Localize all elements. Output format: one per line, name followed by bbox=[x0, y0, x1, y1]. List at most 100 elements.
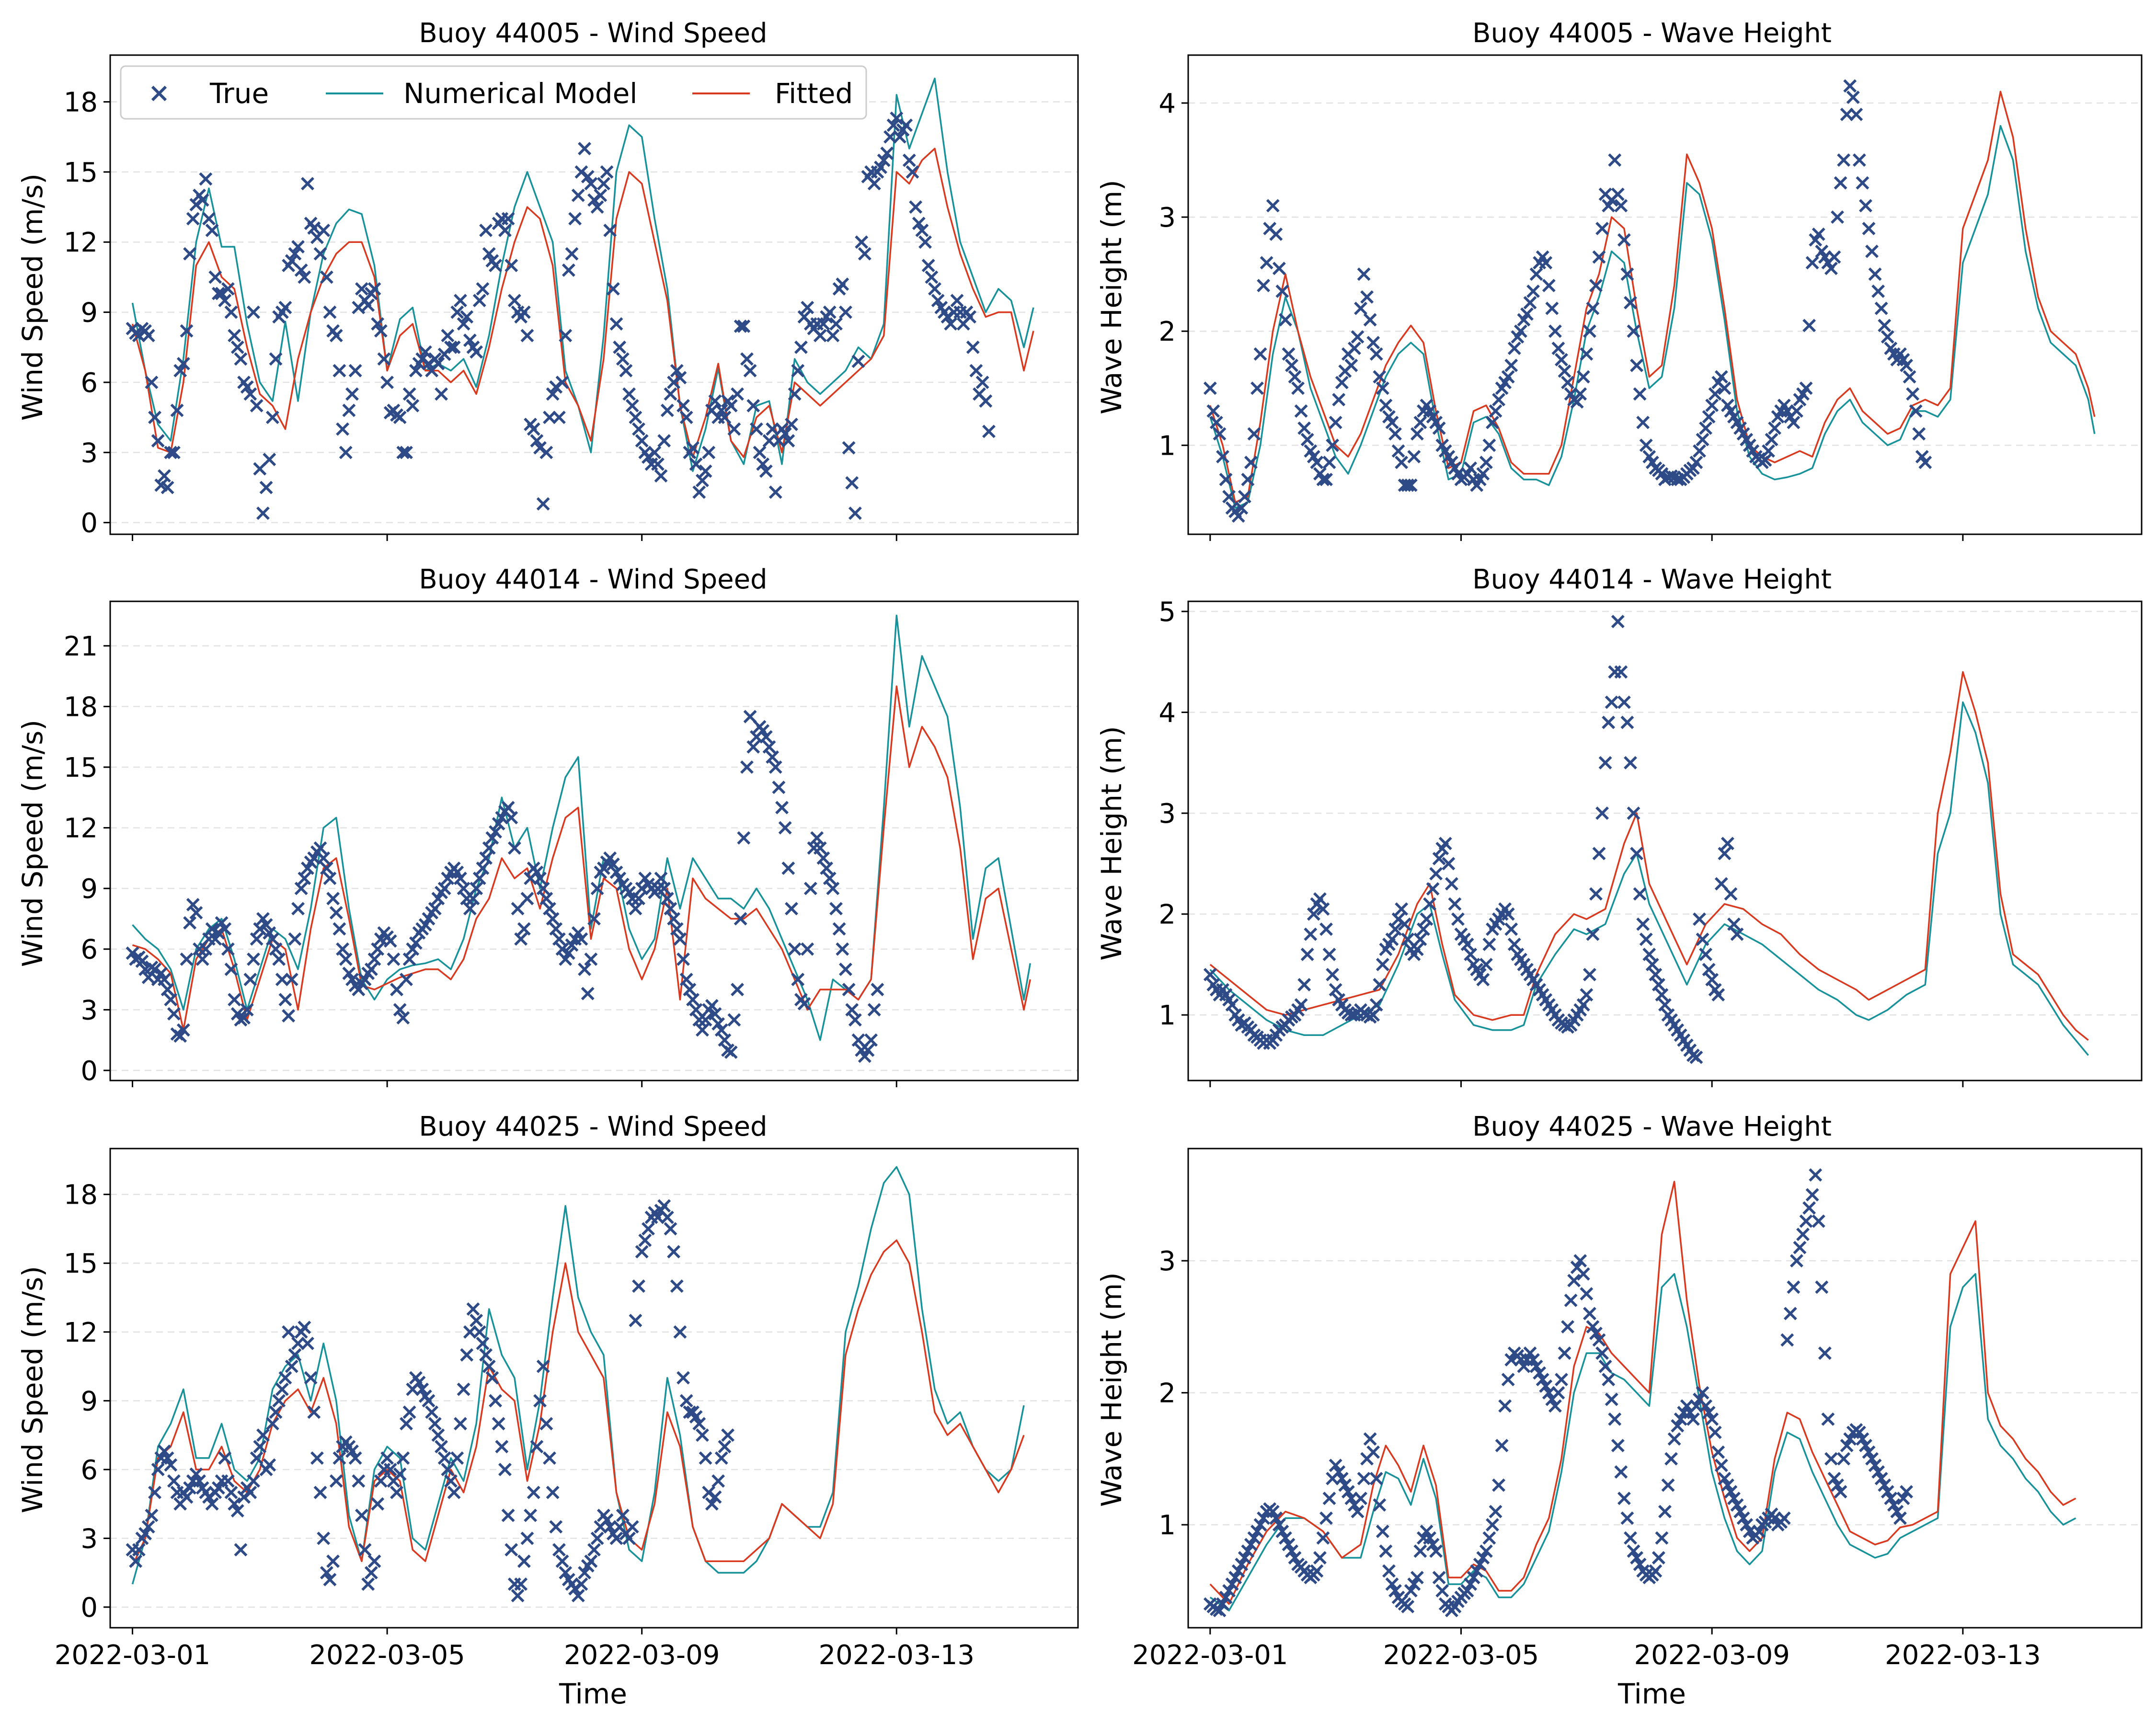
true-point bbox=[1780, 1333, 1794, 1347]
true-point bbox=[1266, 1505, 1280, 1518]
true-point bbox=[514, 1577, 528, 1591]
true-point bbox=[291, 902, 305, 916]
true-point bbox=[1865, 244, 1879, 258]
fitted-line bbox=[1209, 1181, 2076, 1605]
true-point bbox=[409, 936, 423, 950]
true-point bbox=[1206, 404, 1220, 418]
true-point bbox=[632, 422, 645, 436]
true-point bbox=[380, 1451, 394, 1465]
true-point bbox=[1357, 1472, 1371, 1485]
true-point bbox=[1843, 79, 1857, 93]
true-point bbox=[781, 862, 795, 875]
true-point bbox=[785, 902, 798, 916]
true-point bbox=[240, 1003, 254, 1017]
true-point bbox=[603, 1520, 617, 1534]
true-point bbox=[317, 851, 331, 865]
true-point bbox=[1388, 922, 1402, 936]
true-point bbox=[718, 1033, 732, 1047]
true-point bbox=[1696, 1386, 1709, 1400]
true-point bbox=[1479, 1544, 1493, 1558]
true-point bbox=[396, 446, 410, 460]
true-point bbox=[1275, 1524, 1289, 1538]
true-point bbox=[402, 1405, 416, 1419]
true-point bbox=[1316, 1531, 1330, 1545]
true-point bbox=[1310, 456, 1324, 469]
true-point bbox=[1219, 1590, 1233, 1604]
x-tick-label: 2022-03-01 bbox=[1132, 1640, 1288, 1671]
true-point bbox=[781, 434, 795, 448]
true-point bbox=[1316, 472, 1330, 486]
true-point bbox=[845, 476, 859, 490]
true-point bbox=[498, 223, 512, 237]
true-point bbox=[129, 1554, 143, 1568]
true-point bbox=[1482, 1531, 1496, 1545]
true-point bbox=[383, 1462, 397, 1476]
true-point bbox=[1846, 91, 1860, 104]
true-point bbox=[778, 821, 792, 835]
true-point bbox=[167, 1474, 181, 1488]
true-point bbox=[1238, 1551, 1251, 1564]
true-point bbox=[737, 319, 751, 333]
true-point bbox=[1363, 313, 1377, 327]
true-point bbox=[437, 882, 451, 896]
true-point bbox=[1294, 404, 1308, 418]
true-point bbox=[527, 1485, 540, 1499]
true-point bbox=[1373, 1498, 1387, 1512]
true-point bbox=[768, 760, 782, 774]
true-point bbox=[211, 1481, 225, 1495]
true-point bbox=[692, 485, 706, 499]
true-point bbox=[1595, 221, 1609, 235]
true-point bbox=[982, 425, 996, 438]
true-point bbox=[756, 457, 770, 471]
true-point bbox=[1733, 1505, 1747, 1518]
true-point bbox=[180, 1490, 194, 1504]
panel-44014-wind: Buoy 44014 - Wind Speed Wind Speed (m/s) bbox=[16, 564, 768, 967]
true-point bbox=[1366, 1008, 1380, 1022]
true-point bbox=[1799, 1214, 1813, 1228]
true-point bbox=[549, 922, 563, 936]
true-point bbox=[240, 380, 254, 394]
true-point bbox=[753, 446, 767, 460]
true-point bbox=[199, 942, 213, 956]
true-point bbox=[1464, 1577, 1478, 1591]
true-point bbox=[816, 851, 830, 865]
true-point bbox=[838, 305, 852, 319]
true-point bbox=[352, 1474, 366, 1488]
true-point bbox=[638, 1233, 652, 1247]
true-point bbox=[749, 422, 763, 436]
true-point bbox=[746, 399, 760, 413]
true-point bbox=[695, 473, 709, 487]
true-point bbox=[1498, 1399, 1512, 1413]
true-point bbox=[1326, 968, 1340, 981]
true-point bbox=[387, 952, 401, 966]
true-point bbox=[734, 912, 747, 926]
true-point bbox=[1724, 887, 1738, 901]
true-point bbox=[1714, 1459, 1728, 1472]
axes-frame bbox=[1187, 54, 2143, 535]
true-point bbox=[278, 300, 292, 314]
true-point bbox=[505, 259, 518, 272]
true-point bbox=[1307, 907, 1320, 921]
true-point bbox=[1614, 1465, 1628, 1479]
true-point bbox=[313, 841, 327, 855]
true-point bbox=[199, 172, 213, 186]
true-point bbox=[250, 932, 264, 946]
true-point bbox=[559, 329, 573, 343]
true-point bbox=[447, 340, 461, 354]
true-point bbox=[1391, 444, 1405, 458]
y-tick-label: 18 bbox=[64, 691, 98, 723]
true-point bbox=[803, 882, 817, 896]
true-point bbox=[1583, 324, 1596, 338]
y-tick-label: 12 bbox=[64, 813, 98, 844]
plot-area-0: 0 3 6 9 12 15 18 bbox=[64, 54, 1079, 541]
true-point bbox=[263, 1458, 276, 1472]
true-point bbox=[1322, 1492, 1336, 1505]
true-point bbox=[1235, 501, 1249, 515]
true-point bbox=[1598, 756, 1612, 770]
true-point bbox=[489, 1394, 502, 1408]
true-point bbox=[1451, 912, 1465, 926]
true-point bbox=[1856, 1432, 1869, 1446]
y-tick-label: 2 bbox=[1158, 899, 1176, 931]
true-point bbox=[517, 922, 531, 936]
true-point bbox=[1630, 358, 1644, 372]
